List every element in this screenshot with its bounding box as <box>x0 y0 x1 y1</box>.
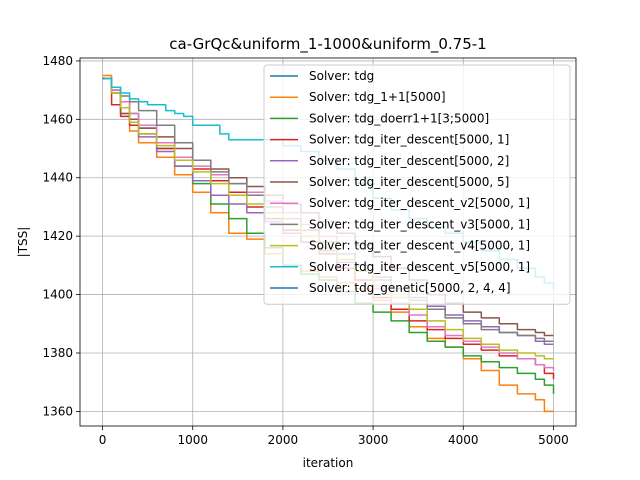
legend-box <box>263 64 571 305</box>
y-axis: 1360 1380 1400 1420 1440 1460 1480 <box>42 54 80 418</box>
y-tick-label: 1420 <box>42 229 73 243</box>
x-axis: 0 1000 2000 3000 4000 5000 <box>99 426 569 447</box>
legend-label: Solver: tdg_doerr1+1[3;5000] <box>309 111 489 125</box>
legend-label: Solver: tdg_genetic[5000, 2, 4, 4] <box>309 281 511 295</box>
x-tick-label: 0 <box>99 433 107 447</box>
y-tick-label: 1440 <box>42 171 73 185</box>
legend-label: Solver: tdg_iter_descent_v3[5000, 1] <box>309 217 530 231</box>
legend: Solver: tdg Solver: tdg_1+1[5000] Solver: … <box>263 64 571 305</box>
legend-label: Solver: tdg_1+1[5000] <box>309 90 446 104</box>
legend-label: Solver: tdg <box>309 69 374 83</box>
y-tick-label: 1480 <box>42 54 73 68</box>
x-tick-label: 4000 <box>448 433 479 447</box>
chart-title: ca-GrQc&uniform_1-1000&uniform_0.75-1 <box>169 35 486 54</box>
legend-label: Solver: tdg_iter_descent[5000, 2] <box>309 154 509 168</box>
plot-area-frame <box>79 57 577 427</box>
x-axis-label: iteration <box>303 456 354 470</box>
y-tick-label: 1360 <box>42 404 73 418</box>
legend-label: Solver: tdg_iter_descent_v2[5000, 1] <box>309 196 530 210</box>
legend-label: Solver: tdg_iter_descent_v5[5000, 1] <box>309 260 530 274</box>
x-tick-label: 2000 <box>268 433 299 447</box>
y-tick-label: 1460 <box>42 112 73 126</box>
x-tick-label: 1000 <box>177 433 208 447</box>
y-tick-label: 1380 <box>42 346 73 360</box>
y-tick-label: 1400 <box>42 288 73 302</box>
x-tick-label: 5000 <box>538 433 569 447</box>
legend-label: Solver: tdg_iter_descent_v4[5000, 1] <box>309 239 530 253</box>
y-axis-label: |TSS| <box>16 227 30 258</box>
x-tick-label: 3000 <box>358 433 389 447</box>
legend-label: Solver: tdg_iter_descent[5000, 1] <box>309 133 509 147</box>
legend-label: Solver: tdg_iter_descent[5000, 5] <box>309 175 509 189</box>
